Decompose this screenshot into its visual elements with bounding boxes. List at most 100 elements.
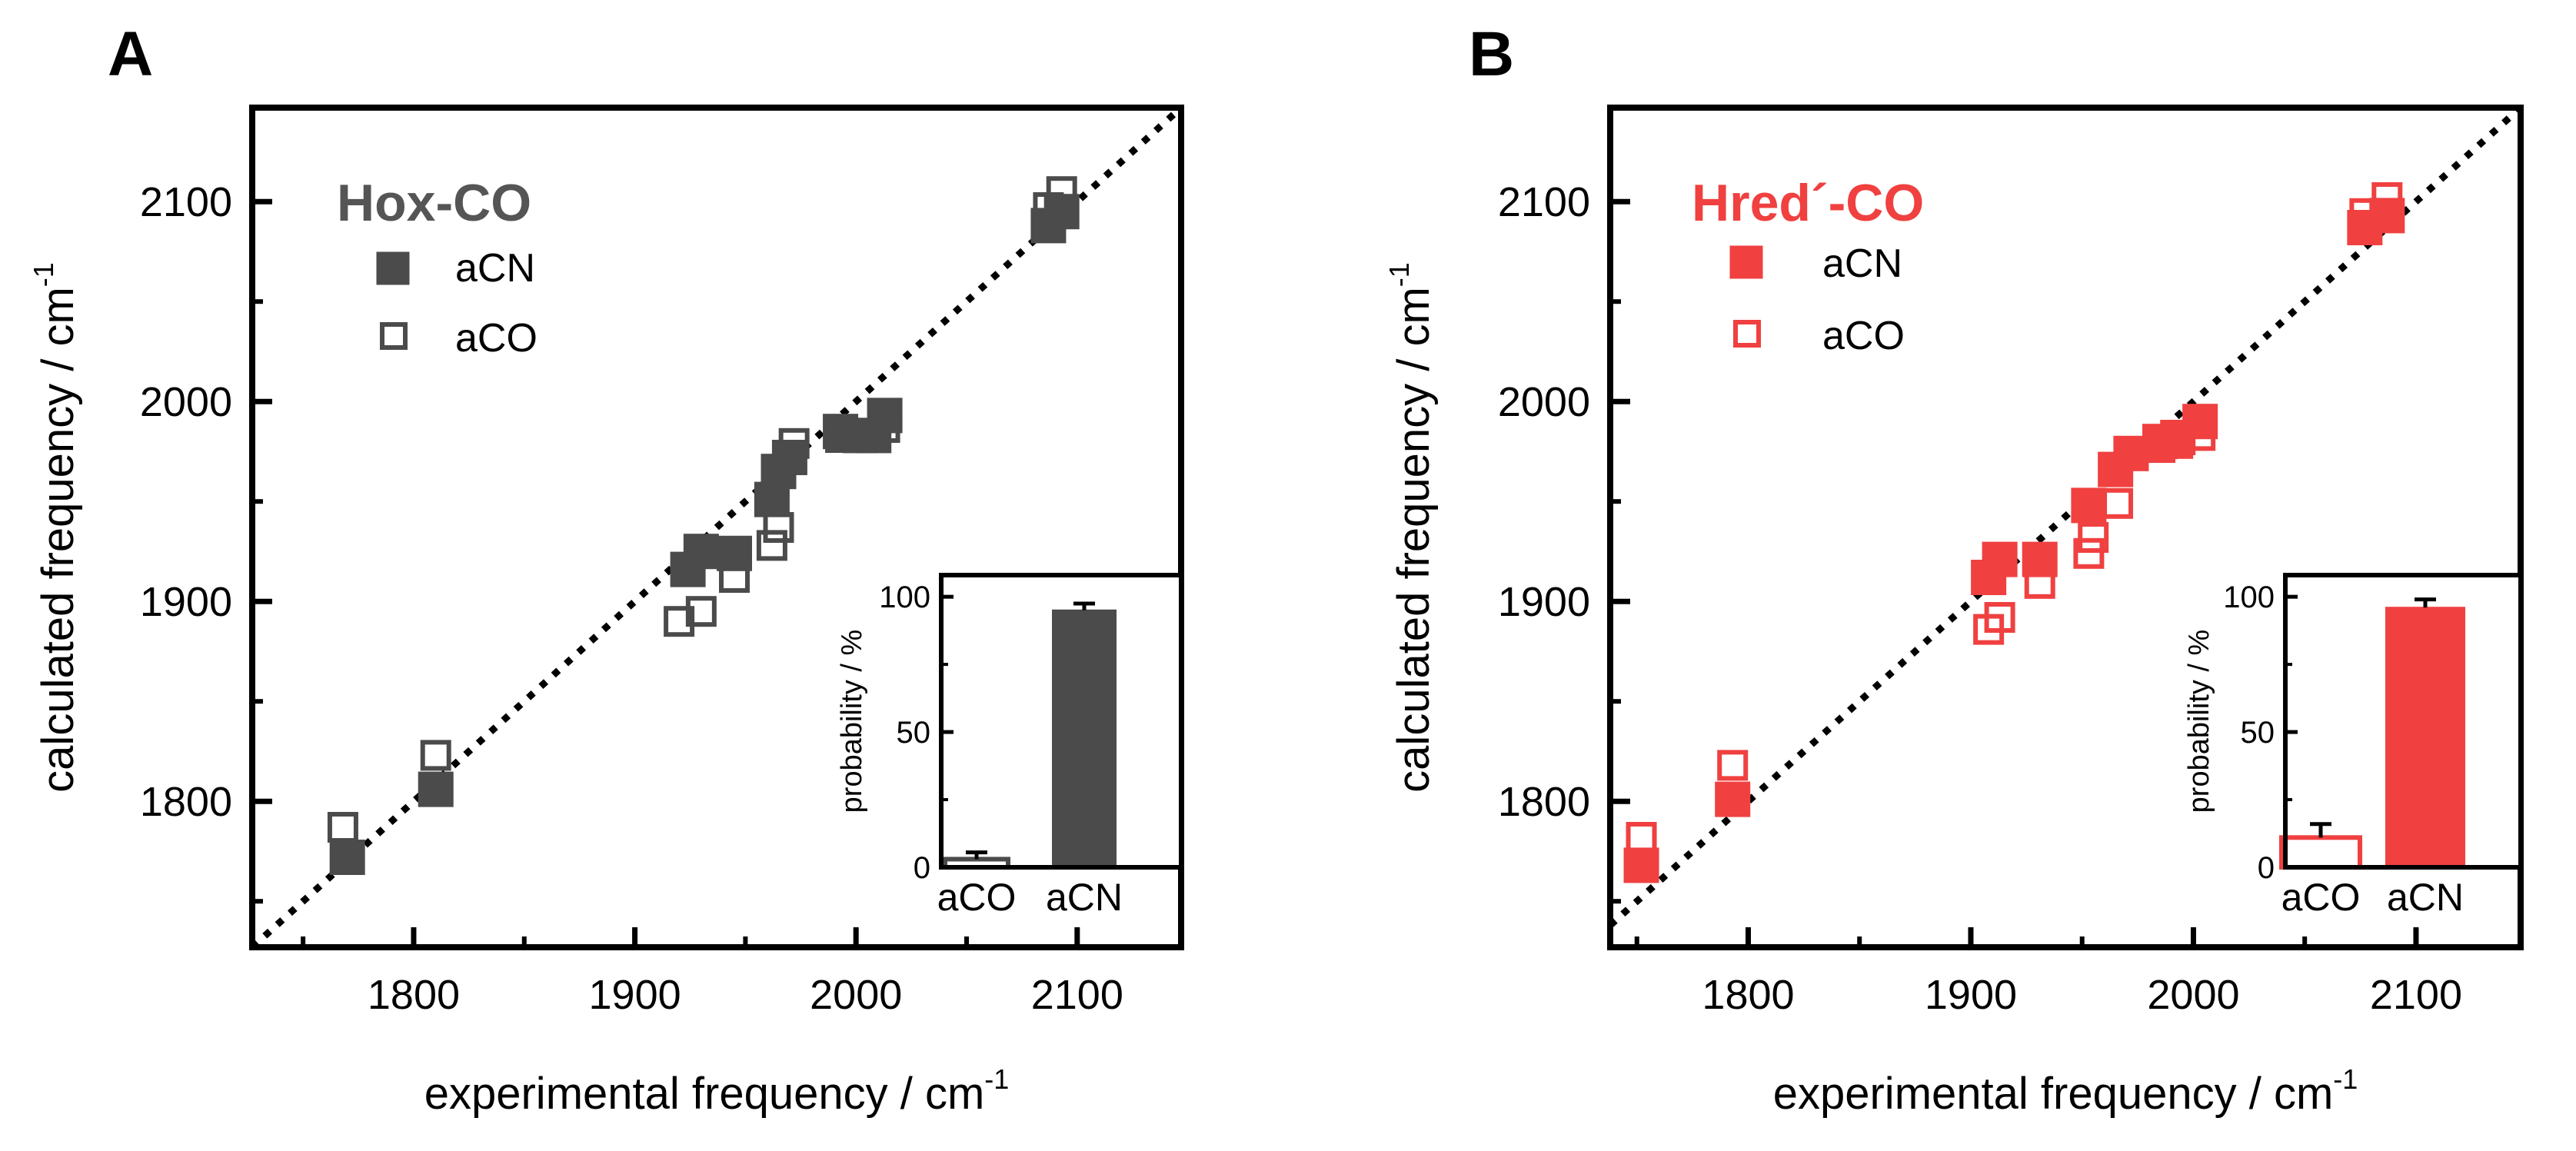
panel-b-inset-ytick-label: 0: [2258, 851, 2275, 885]
panel-b-ytick-label: 2100: [1498, 179, 1590, 225]
panel-a-xtick-label: 2000: [810, 972, 902, 1018]
panel-b-point-aco: [1717, 750, 1749, 781]
panel-a-legend-acn: aCN: [455, 246, 535, 291]
panel-b-point-aco: [2162, 427, 2194, 459]
panel-a-legend-aco: aCO: [455, 316, 537, 361]
panel-a-point-aco: [685, 596, 717, 627]
panel-a-point-acn: [683, 534, 719, 570]
panel-b-inset-category-label: aCO: [2281, 876, 2361, 919]
panel-a-inset-frame: [939, 573, 1183, 870]
panel-a-inset-category-label: aCN: [1046, 876, 1123, 919]
panel-b-title: Hred´-CO: [1692, 174, 1924, 232]
panel-b-inset: 0 50 100 aCO aCN probability / %: [2183, 573, 2523, 919]
panel-b-ytick-label: 1900: [1498, 579, 1590, 625]
panel-a-point-aco: [420, 740, 451, 771]
panel-b-inset-ytick-label: 50: [2241, 716, 2275, 750]
panel-b-data-points: [1623, 182, 2405, 883]
panel-b-point-aco: [2073, 537, 2105, 569]
panel-a-xtick-label: 1900: [589, 972, 681, 1018]
panel-b-ylabel-text: calculated frequency / cm: [1389, 287, 1439, 793]
panel-b-ticks: 1800 1900 2000 2100 1800 1900 2000 2100: [1498, 179, 2462, 1018]
panel-b-xtick-label: 1800: [1702, 972, 1794, 1018]
panel-b-inset-category-label: aCN: [2387, 876, 2464, 919]
panel-b: B 1800 1900 2000 2100 1800 1900 2000 2100 Hred´…: [1383, 19, 2524, 1119]
panel-a-point-aco: [664, 606, 695, 637]
panel-a-inset-category-label: aCO: [937, 876, 1017, 919]
panel-a-ylabel-sup: -1: [28, 262, 59, 287]
panel-b-point-aco: [2078, 522, 2109, 553]
panel-a-point-acn: [329, 840, 365, 875]
panel-a-xlabel: experimental frequency / cm-1: [424, 1063, 1010, 1119]
panel-a-ytick-label: 2000: [140, 379, 232, 425]
panel-b-point-aco: [1626, 822, 1657, 853]
panel-a-ylabel: calculated frequency / cm-1: [28, 262, 83, 793]
panel-a-point-aco: [719, 562, 751, 593]
panel-a-point-aco: [869, 412, 900, 443]
panel-b-legend-marker-filled: [1729, 245, 1763, 279]
panel-b-xtick-label: 1900: [1925, 972, 2017, 1018]
panel-b-plot-frame: [1607, 105, 2524, 950]
panel-a-inset-ticks: 0 50 100 aCO aCN: [879, 580, 1123, 919]
panel-a-point-aco: [1046, 176, 1077, 208]
panel-b-point-aco: [2145, 432, 2176, 463]
panel-b-xlabel-text: experimental frequency / cm: [1773, 1069, 2334, 1119]
panel-letter-b: B: [1469, 19, 1514, 89]
panel-a-xtick-label: 1800: [368, 972, 460, 1018]
panel-a-point-aco: [763, 512, 794, 543]
panel-b-point-aco: [2349, 198, 2381, 229]
panel-b-point-aco: [2185, 420, 2216, 451]
panel-b-ytick-label: 1800: [1498, 779, 1590, 825]
panel-a-point-aco: [327, 812, 358, 843]
panel-a-inset-ylabel: probability / %: [836, 630, 868, 813]
panel-a-plot-frame: [249, 105, 1184, 950]
panel-b-inset-ticks: 0 50 100 aCO aCN: [2223, 580, 2464, 919]
panel-b-point-aco: [1984, 602, 2015, 633]
panel-a-inset-ytick-label: 50: [897, 716, 931, 750]
panel-a-title: Hox-CO: [337, 174, 531, 232]
panel-a-diagonal-layer: [249, 105, 1184, 950]
panel-a-inset-ytick-label: 0: [914, 851, 930, 885]
panel-a-ytick-label: 1800: [140, 779, 232, 825]
panel-a-xlabel-text: experimental frequency / cm: [424, 1069, 985, 1119]
panel-b-point-acn: [1715, 781, 1751, 817]
panel-a-point-aco: [756, 530, 787, 561]
panel-a-ytick-label: 2100: [140, 179, 232, 225]
panel-b-legend-marker-open: [1733, 320, 1761, 348]
panel-a-legend-marker-open: [380, 322, 408, 350]
panel-b-xlabel-sup: -1: [2333, 1063, 2358, 1095]
panel-b-inset-ylabel: probability / %: [2183, 630, 2215, 813]
panel-b-point-aco: [2024, 567, 2055, 599]
panel-a-ytick-label: 1900: [140, 579, 232, 625]
panel-letter-a: A: [108, 19, 153, 89]
panel-a: A 1800 1900 2000 2100 1800 1900 2000 2100 Hox-C…: [28, 19, 1184, 1119]
panel-a-data-points: [327, 176, 1080, 875]
panel-b-legend-aco: aCO: [1822, 314, 1905, 358]
panel-b-inset-bar-acn: [2385, 607, 2465, 868]
panel-b-point-acn: [1623, 847, 1659, 883]
panel-b-ytick-label: 2000: [1498, 379, 1590, 425]
panel-b-xlabel: experimental frequency / cm-1: [1773, 1063, 2358, 1119]
panel-b-inset-frame: [2283, 573, 2523, 870]
panel-b-point-acn: [2071, 487, 2107, 524]
panel-a-legend-marker-filled: [376, 251, 410, 285]
panel-a-inset-ytick-label: 100: [879, 580, 930, 614]
panel-a-ylabel-text: calculated frequency / cm: [33, 287, 83, 793]
panel-a-diagonal-line: [249, 105, 1184, 950]
panel-a-point-aco: [778, 427, 810, 459]
panel-b-xtick-label: 2100: [2370, 972, 2462, 1018]
panel-a-point-aco: [825, 422, 857, 453]
panel-b-legend-acn: aCN: [1822, 241, 1902, 286]
panel-a-inset-bar-acn: [1052, 609, 1117, 868]
panel-a-ticks: 1800 1900 2000 2100 1800 1900 2000 2100: [140, 179, 1123, 1018]
panel-b-inset-bar-aco: [2279, 835, 2362, 870]
panel-b-ylabel: calculated frequency / cm-1: [1383, 262, 1439, 793]
panel-a-xtick-label: 2100: [1031, 972, 1123, 1018]
panel-b-point-acn: [1982, 541, 2018, 577]
panel-b-inset-ytick-label: 100: [2223, 580, 2275, 614]
panel-a-xlabel-sup: -1: [984, 1063, 1009, 1095]
panel-b-point-aco: [2371, 182, 2403, 213]
panel-b-ylabel-sup: -1: [1383, 262, 1415, 287]
panel-a-point-acn: [418, 771, 454, 807]
